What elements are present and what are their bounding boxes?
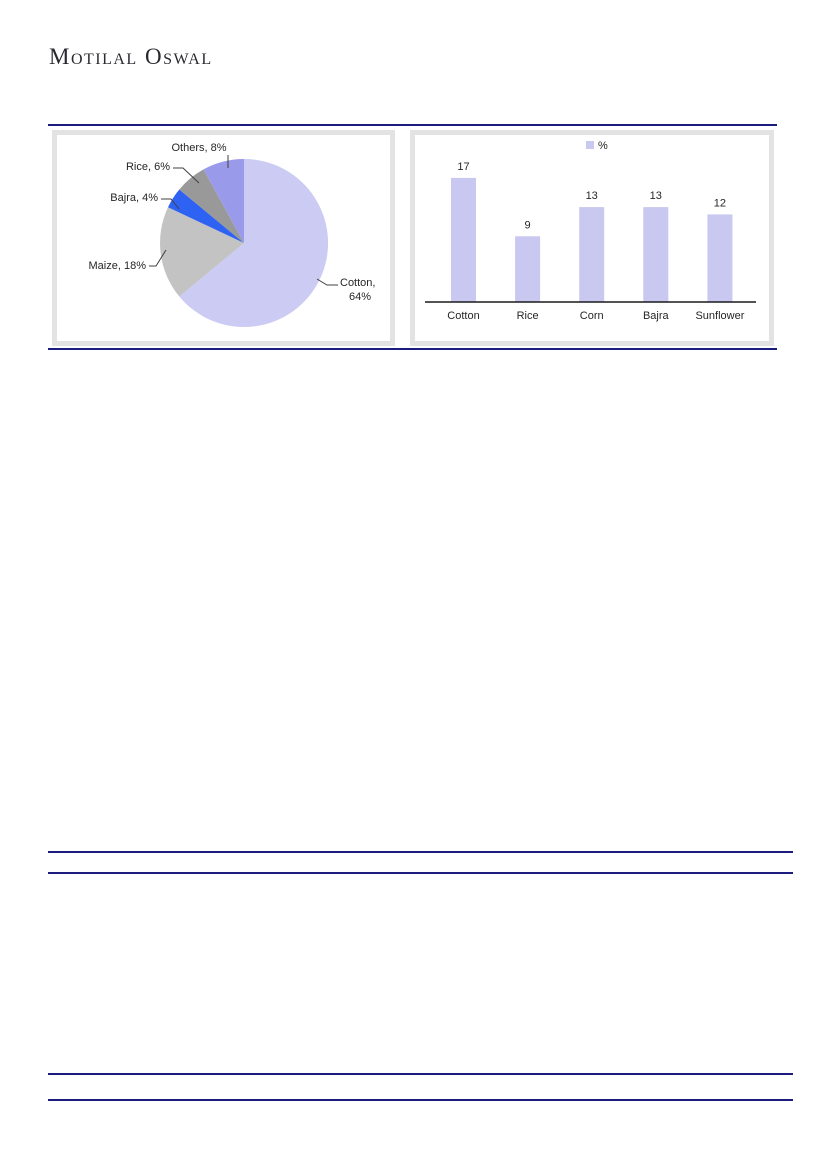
bar-rice <box>515 236 541 302</box>
pie-slice-others <box>203 159 244 243</box>
pie-label-others: Others, 8% <box>171 142 226 154</box>
footer-divider-2 <box>48 872 793 874</box>
bar-category-rice: Rice <box>517 310 539 322</box>
pie-label-cotton-value: 64% <box>349 291 371 303</box>
bar-cotton <box>451 177 476 302</box>
pie-leader-bajra <box>161 198 180 210</box>
bar-category-bajra: Bajra <box>643 310 670 322</box>
bar-category-sunflower: Sunflower <box>695 310 744 322</box>
bar-value-corn: 13 <box>586 190 598 202</box>
bar-category-corn: Corn <box>580 310 604 322</box>
bar-value-rice: 9 <box>525 219 531 231</box>
pie-chart-box: Cotton, 64% Maize, 18% Bajra, 4% Rice, 6% Oth… <box>52 130 395 346</box>
charts-panel: Cotton, 64% Maize, 18% Bajra, 4% Rice, 6% Oth… <box>48 124 777 350</box>
pie-leader-cotton <box>316 278 338 286</box>
pie-label-cotton: Cotton, <box>340 277 375 289</box>
bar-chart: % 17 Cotton 9 Rice 13 Corn 13 Bajra 12 Sunflower <box>425 140 756 322</box>
bar-corn <box>579 207 605 302</box>
pie-label-rice: Rice, 6% <box>126 161 170 173</box>
pie-slice-cotton <box>179 158 329 327</box>
bar-value-cotton: 17 <box>457 161 469 173</box>
pie-slice-maize <box>160 207 244 297</box>
pie-leader-rice <box>173 167 200 184</box>
bar-category-cotton: Cotton <box>447 310 479 322</box>
pie-slice-rice <box>179 169 244 243</box>
footer-divider-4 <box>48 1099 793 1101</box>
brand-logo: Motilal Oswal <box>49 44 213 69</box>
pie-label-maize: Maize, 18% <box>89 260 147 272</box>
pie-slice-bajra <box>168 189 244 243</box>
pie-leader-maize <box>149 249 167 267</box>
bar-bajra <box>643 207 669 302</box>
bar-value-bajra: 13 <box>650 190 662 202</box>
bar-chart-box: % 17 Cotton 9 Rice 13 Corn 13 Bajra 12 Sunflower <box>410 130 774 346</box>
legend-label: % <box>598 140 608 152</box>
bar-sunflower <box>707 214 733 302</box>
legend-swatch <box>586 141 594 149</box>
footer-divider-3 <box>48 1073 793 1075</box>
pie-label-bajra: Bajra, 4% <box>110 192 158 204</box>
pie-chart: Cotton, 64% Maize, 18% Bajra, 4% Rice, 6%Oth… <box>89 142 375 327</box>
bar-value-sunflower: 12 <box>714 197 726 209</box>
footer-divider-1 <box>48 851 793 853</box>
